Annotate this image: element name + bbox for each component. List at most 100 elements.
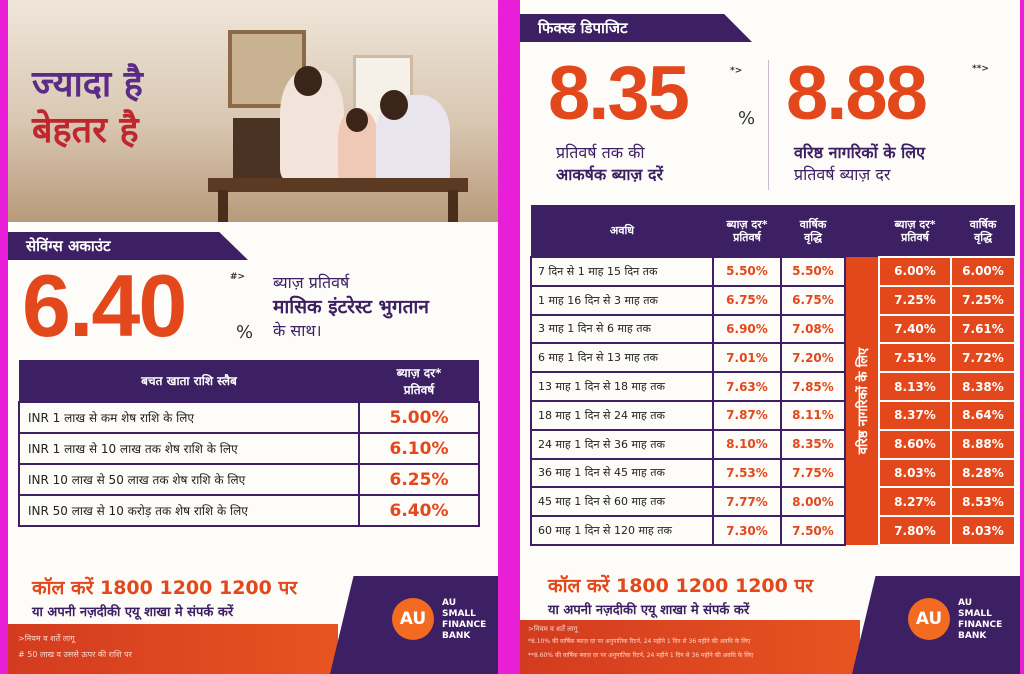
yield-cell: 7.20% [780,342,846,374]
period-cell: 6 माह 1 दिन से 13 माह तक [530,342,714,374]
senior-yield-cell: 8.53% [950,486,1016,518]
rate-cell: 6.10% [358,432,480,465]
bank-name-line: BANK [442,631,471,641]
bank-name-line: SMALL [958,609,992,619]
slab-cell: INR 50 लाख से 10 करोड़ तक शेष राशि के लि… [18,494,360,527]
branch-contact-text: या अपनी नज़दीकी एयू शाखा मे संपर्क करें [32,605,234,620]
table-row: 60 माह 1 दिन से 120 माह तक 7.30% 7.50% 7… [530,515,1016,546]
table-row: 13 माह 1 दिन से 18 माह तक 7.63% 7.85% 8.… [530,371,1016,402]
senior-rate-cell: 6.00% [878,256,952,287]
yield-cell: 7.85% [780,371,846,402]
fd-rate-description: प्रतिवर्ष तक की आकर्षक ब्याज़ दरें [556,142,663,186]
senior-rate: 8.88 [786,51,928,136]
senior-rate-cell: 8.60% [878,428,952,460]
yield-cell: 8.35% [780,428,846,460]
rate-description: ब्याज़ प्रतिवर्ष मासिक इंटरेस्ट भुगतान क… [273,272,429,342]
bank-name-line: AU [442,598,456,608]
senior-rate-cell: 8.27% [878,486,952,518]
period-cell: 18 माह 1 दिन से 24 माह तक [530,399,714,431]
period-cell: 36 माह 1 दिन से 45 माह तक [530,457,714,489]
yield-cell: 7.75% [780,457,846,489]
yield-cell: 6.75% [780,284,846,316]
column-header-senior-yield: वार्षिक वृद्धि [951,205,1015,257]
table-row: 7 दिन से 1 माह 15 दिन तक 5.50% 5.50% वरि… [530,256,1016,545]
senior-rate-cell: 8.13% [878,371,952,402]
terms-note: >नियम व शर्तें लागू [18,634,75,643]
table-row: 45 माह 1 दिन से 60 माह तक 7.77% 8.00% 8.… [530,486,1016,518]
table-row: 1 माह 16 दिन से 3 माह तक 6.75% 6.75% 7.2… [530,284,1016,316]
savings-rate: 6.40 [22,256,187,355]
senior-yield-cell: 7.72% [950,342,1016,374]
column-header-rate: ब्याज़ दर* प्रतिवर्ष [713,205,781,257]
call-to-action: कॉल करें 1800 1200 1200 पर [548,575,814,597]
table-row: INR 1 लाख से 10 लाख तक शेष राशि के लिए 6… [18,432,480,465]
slab-cell: INR 10 लाख से 50 लाख तक शेष राशि के लिए [18,463,360,496]
header-line: वृद्धि [974,230,992,244]
column-header-senior-rate: ब्याज़ दर* प्रतिवर्ष [879,205,951,257]
header-line: प्रतिवर्ष [901,230,929,244]
rate-cell: 6.90% [712,313,782,345]
rate-desc-line: वरिष्ठ नागरिकों के लिए [794,143,925,162]
header-line: वार्षिक [969,217,997,231]
table-row: INR 1 लाख से कम शेष राशि के लिए 5.00% [18,401,480,434]
yield-cell: 5.50% [780,256,846,287]
senior-rate-cell: 7.51% [878,342,952,374]
headline-line-2: बेहतर है [32,110,139,151]
bank-name-line: BANK [958,631,987,641]
photo-table-leg [218,190,228,222]
rate-desc-line: प्रतिवर्ष ब्याज़ दर [794,165,891,184]
au-logo-icon: AU [392,598,434,640]
table-row: 6 माह 1 दिन से 13 माह तक 7.01% 7.20% 7.5… [530,342,1016,374]
rate-cell: 7.53% [712,457,782,489]
column-header-spacer [845,205,879,257]
photo-head [346,108,368,132]
rate-desc-line: आकर्षक ब्याज़ दरें [556,165,664,184]
rate-cell: 7.63% [712,371,782,402]
rate-percent: % [738,108,756,129]
senior-rate-description: वरिष्ठ नागरिकों के लिए प्रतिवर्ष ब्याज़ … [794,142,925,186]
senior-citizen-band: वरिष्ठ नागरिकों के लिए [845,257,879,545]
table-row: 36 माह 1 दिन से 45 माह तक 7.53% 7.75% 8.… [530,457,1016,489]
section-title: सेविंग्स अकाउंट [8,232,248,260]
section-title: फिक्स्ड डिपाजिट [520,14,752,42]
bank-name: AU SMALL FINANCE BANK [958,598,1002,642]
yield-cell: 7.08% [780,313,846,345]
rate-divider [768,60,769,190]
headline: ज्यादा है बेहतर है [32,62,143,154]
column-header-rate: ब्याज़ दर* प्रतिवर्ष [359,360,479,402]
rate-cell: 6.40% [358,494,480,527]
period-cell: 60 माह 1 दिन से 120 माह तक [530,515,714,546]
rate-cell: 6.75% [712,284,782,316]
period-cell: 1 माह 16 दिन से 3 माह तक [530,284,714,316]
period-cell: 24 माह 1 दिन से 36 माह तक [530,428,714,460]
bank-name-line: FINANCE [958,620,1003,630]
senior-yield-cell: 8.28% [950,457,1016,489]
call-to-action: कॉल करें 1800 1200 1200 पर [32,577,298,599]
period-cell: 3 माह 1 दिन से 6 माह तक [530,313,714,345]
senior-rate-cell: 7.40% [878,313,952,345]
senior-rate-cell: 8.03% [878,457,952,489]
rate-cell: 7.01% [712,342,782,374]
senior-rate-note: **8.60% की वार्षिक ब्याज़ दर पर अनुपातिक… [528,652,754,659]
senior-yield-cell: 7.25% [950,284,1016,316]
family-photo: ज्यादा है बेहतर है [8,0,498,222]
rate-superscript: *> [730,66,743,76]
terms-note: >नियम व शर्तें लागू [528,625,578,633]
senior-citizen-label: वरिष्ठ नागरिकों के लिए [856,347,871,455]
period-cell: 7 दिन से 1 माह 15 दिन तक [530,256,714,287]
rate-desc-line: के साथ। [273,321,322,340]
fd-rate-rows: 7 दिन से 1 माह 15 दिन तक 5.50% 5.50% वरि… [530,256,1016,546]
au-logo-block: AU AU SMALL FINANCE BANK [852,576,1020,674]
senior-yield-cell: 8.03% [950,515,1016,546]
footer-band: >नियम व शर्तें लागू # 50 लाख व उससे ऊपर … [8,624,338,674]
column-header-yield: वार्षिक वृद्धि [781,205,845,257]
table-row: INR 10 लाख से 50 लाख तक शेष राशि के लिए … [18,463,480,496]
bank-name-line: SMALL [442,609,476,619]
slab-cell: INR 1 लाख से कम शेष राशि के लिए [18,401,360,434]
column-header-slab: बचत खाता राशि स्लैब [19,360,359,402]
header-line: ब्याज़ दर* [396,365,442,380]
savings-rate-table: बचत खाता राशि स्लैब ब्याज़ दर* प्रतिवर्ष… [18,360,480,527]
yield-cell: 8.00% [780,486,846,518]
header-line: ब्याज़ दर* [726,217,768,231]
rate-desc-line: प्रतिवर्ष तक की [556,143,645,162]
